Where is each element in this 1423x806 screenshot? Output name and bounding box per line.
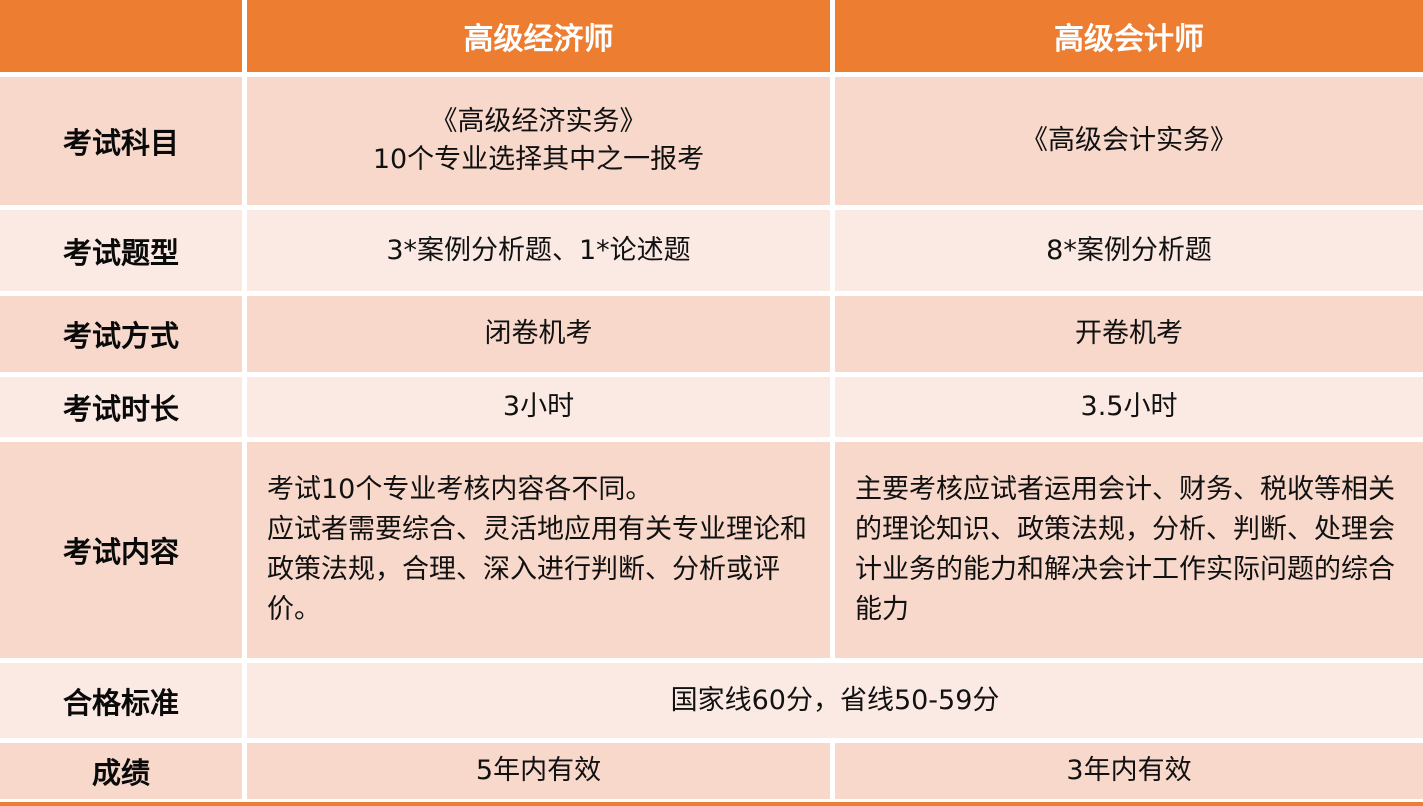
table-header-row: 高级经济师 高级会计师 [0, 0, 1423, 72]
header-empty-cell [0, 0, 242, 72]
exam-mode-accountant-cell: 开卷机考 [835, 296, 1423, 372]
table-row-duration: 考试时长 3小时 3.5小时 [0, 377, 1423, 437]
table-row-content: 考试内容 考试10个专业考核内容各不同。 应试者需要综合、灵活地应用有关专业理论… [0, 442, 1423, 658]
row-label-score-validity: 成绩 [0, 743, 242, 799]
subject-accountant-cell: 《高级会计实务》 [835, 77, 1423, 205]
row-label-exam-mode: 考试方式 [0, 296, 242, 372]
table-row-score-validity: 成绩 5年内有效 3年内有效 [0, 743, 1423, 799]
duration-accountant-cell: 3.5小时 [835, 377, 1423, 437]
row-label-subject: 考试科目 [0, 77, 242, 205]
pass-standard-merged-cell: 国家线60分，省线50-59分 [247, 663, 1423, 738]
content-accountant-cell: 主要考核应试者运用会计、财务、税收等相关的理论知识、政策法规，分析、判断、处理会… [835, 442, 1423, 658]
bottom-orange-strip [0, 802, 1423, 806]
table-row-question-types: 考试题型 3*案例分析题、1*论述题 8*案例分析题 [0, 210, 1423, 291]
score-validity-economist-cell: 5年内有效 [247, 743, 830, 799]
table-row-exam-mode: 考试方式 闭卷机考 开卷机考 [0, 296, 1423, 372]
score-validity-accountant-cell: 3年内有效 [835, 743, 1423, 799]
table-row-pass-standard: 合格标准 国家线60分，省线50-59分 [0, 663, 1423, 738]
header-accountant: 高级会计师 [835, 0, 1423, 72]
subject-economist-cell: 《高级经济实务》 10个专业选择其中之一报考 [247, 77, 830, 205]
table-row-subject: 考试科目 《高级经济实务》 10个专业选择其中之一报考 《高级会计实务》 [0, 77, 1423, 205]
exam-mode-economist-cell: 闭卷机考 [247, 296, 830, 372]
header-economist: 高级经济师 [247, 0, 830, 72]
row-label-content: 考试内容 [0, 442, 242, 658]
question-types-economist-cell: 3*案例分析题、1*论述题 [247, 210, 830, 291]
duration-economist-cell: 3小时 [247, 377, 830, 437]
content-economist-cell: 考试10个专业考核内容各不同。 应试者需要综合、灵活地应用有关专业理论和政策法规… [247, 442, 830, 658]
row-label-pass-standard: 合格标准 [0, 663, 242, 738]
row-label-question-types: 考试题型 [0, 210, 242, 291]
question-types-accountant-cell: 8*案例分析题 [835, 210, 1423, 291]
row-label-duration: 考试时长 [0, 377, 242, 437]
